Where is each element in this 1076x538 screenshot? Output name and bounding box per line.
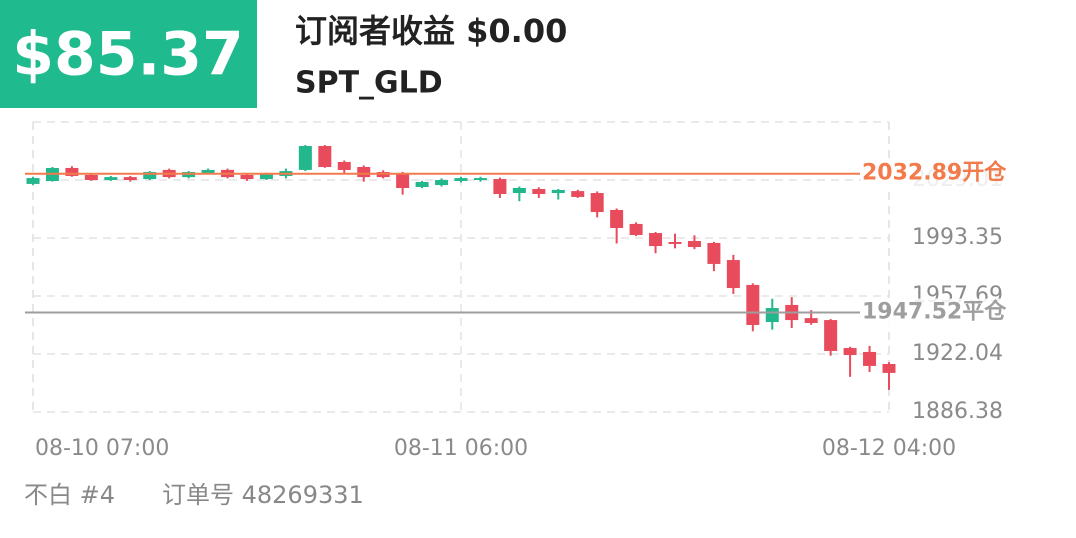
candle-body xyxy=(298,146,312,170)
price-line-label-bg xyxy=(861,298,1005,327)
candle-body xyxy=(26,178,40,184)
y-tick-label: 1886.38 xyxy=(912,399,1003,424)
chart: 1886.381922.041957.691993.352029.0108-10… xyxy=(25,121,1007,461)
candle-body xyxy=(863,351,877,366)
y-tick-label: 1993.35 xyxy=(912,225,1003,250)
candle-body xyxy=(668,241,682,244)
candle-body xyxy=(454,178,468,181)
candle-body xyxy=(590,193,604,213)
candle-body xyxy=(765,308,779,323)
candle-body xyxy=(882,363,896,373)
candle-body xyxy=(318,146,332,168)
candle-body xyxy=(473,178,487,181)
title: 订阅者收益 $0.00 xyxy=(295,12,567,50)
candle-body xyxy=(337,161,351,170)
candle-body xyxy=(843,348,857,356)
candle-body xyxy=(610,209,624,229)
price-line-label: 2032.89开仓 xyxy=(862,160,1007,186)
x-tick-label: 08-11 06:00 xyxy=(394,436,528,461)
candle-body xyxy=(84,174,98,181)
candle-body xyxy=(746,284,760,325)
account-name: 不白 #4 xyxy=(24,481,115,509)
candle-body xyxy=(804,318,818,323)
candle-body xyxy=(143,172,157,180)
candle-body xyxy=(532,188,546,195)
candle-body xyxy=(415,181,429,188)
x-tick-label: 08-12 04:00 xyxy=(822,436,956,461)
price-line-label: 1947.52平仓 xyxy=(862,299,1007,325)
price-line-label-bg xyxy=(861,159,1005,188)
candle-body xyxy=(104,177,118,181)
symbol: SPT_GLD xyxy=(295,66,443,101)
candle-body xyxy=(493,179,507,195)
candle-body xyxy=(726,260,740,289)
candle-body xyxy=(687,241,701,248)
candle-body xyxy=(65,167,79,176)
amount-badge xyxy=(0,0,257,108)
candle-body xyxy=(123,177,137,181)
candle-body xyxy=(707,242,721,264)
candle-body xyxy=(259,174,273,180)
amount: $85.37 xyxy=(12,20,244,90)
candle-body xyxy=(551,189,565,194)
candle-body xyxy=(240,174,254,180)
candle-body xyxy=(649,233,663,247)
candle-body xyxy=(201,169,215,174)
candle-body xyxy=(629,223,643,235)
candle-body xyxy=(512,187,526,194)
x-tick-label: 08-10 07:00 xyxy=(35,436,169,461)
candle-body xyxy=(357,167,371,178)
order-number: 订单号 48269331 xyxy=(162,481,364,509)
candle-body xyxy=(396,173,410,188)
y-tick-label: 1922.04 xyxy=(912,341,1003,366)
candle-body xyxy=(435,180,449,186)
candle-body xyxy=(824,320,838,351)
candle-body xyxy=(571,191,585,197)
